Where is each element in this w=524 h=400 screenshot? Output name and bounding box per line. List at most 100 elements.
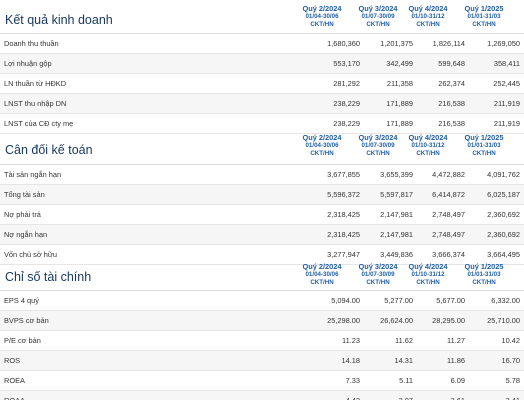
row-value: 2,318,425 [327, 230, 360, 239]
column-basis: CKT/HN [366, 150, 390, 157]
row-value: 2,748,497 [432, 210, 465, 219]
column-quarter: Quý 2/2024 [302, 4, 342, 13]
row-label: P/E cơ bản [4, 336, 41, 345]
section-header: Cân đối kế toán Quý 2/2024 01/04-30/06 C… [0, 133, 524, 165]
row-value: 171,889 [386, 99, 413, 108]
row-value: 599,648 [438, 59, 465, 68]
row-value: 16.70 [501, 356, 521, 365]
row-value: 238,229 [333, 119, 360, 128]
row-value: 171,889 [386, 119, 413, 128]
row-value: 1,826,114 [432, 39, 465, 48]
column-quarter: Quý 3/2024 [358, 4, 398, 13]
row-value: 3,666,374 [432, 250, 465, 259]
row-value: 1,680,360 [327, 39, 360, 48]
column-range: 01/07-30/09 [361, 13, 395, 20]
row-value: 3.07 [343, 391, 413, 400]
table-row: LNST của CĐ cty mẹ 238,229 171,889 216,5… [0, 114, 524, 134]
row-value: 5.78 [505, 376, 520, 385]
row-value: 2,360,692 [487, 210, 520, 219]
row-label: Lợi nhuận gộp [4, 59, 52, 68]
table-row: BVPS cơ bản 25,298.00 26,624.00 28,295.0… [0, 311, 524, 331]
row-value: 11.27 [447, 336, 465, 345]
row-value: 3,277,947 [327, 250, 360, 259]
row-label: ROS [4, 356, 21, 365]
column-quarter: Quý 1/2025 [464, 262, 504, 271]
column-basis: CKT/HN [310, 279, 334, 286]
row-label: ROEA [4, 376, 25, 385]
row-label: Doanh thu thuần [4, 39, 59, 48]
column-header-q2-2024: Quý 2/2024 01/04-30/06 CKT/HN [286, 4, 358, 29]
row-value: 11.23 [342, 336, 360, 345]
row-value: 28,295.00 [432, 316, 465, 325]
table-row: Nợ ngắn hạn 2,318,425 2,147,981 2,748,49… [0, 225, 524, 245]
row-value: 7.33 [345, 376, 360, 385]
row-value: 252,445 [493, 79, 520, 88]
row-value: 216,538 [438, 99, 465, 108]
table-row: Tổng tài sản 5,596,372 5,597,817 6,414,8… [0, 185, 524, 205]
row-label: Tổng tài sản [4, 190, 45, 199]
column-basis: CKT/HN [366, 21, 390, 28]
row-label: LNST thu nhập DN [4, 99, 67, 108]
row-value: 10.42 [501, 336, 521, 345]
section-balance-sheet: Cân đối kế toán Quý 2/2024 01/04-30/06 C… [0, 133, 524, 265]
column-header-q4-2024: Quý 4/2024 01/10-31/12 CKT/HN [392, 4, 464, 29]
column-header-q2-2024: Quý 2/2024 01/04-30/06 CKT/HN [286, 262, 358, 287]
row-value: 553,170 [333, 59, 360, 68]
table-row: ROEA 7.33 5.11 6.09 5.78 [0, 371, 524, 391]
table-row: Lợi nhuận gộp 553,170 342,499 599,648 35… [0, 54, 524, 74]
column-header-q3-2024: Quý 3/2024 01/07-30/09 CKT/HN [342, 4, 414, 29]
section-header: Chỉ số tài chính Quý 2/2024 01/04-30/06 … [0, 262, 524, 291]
column-range: 01/07-30/09 [361, 271, 395, 278]
column-quarter: Quý 3/2024 [358, 262, 398, 271]
column-basis: CKT/HN [310, 21, 334, 28]
section-header: Kết quả kinh doanh Quý 2/2024 01/04-30/0… [0, 4, 524, 34]
section-title: Cân đối kế toán [5, 143, 93, 157]
row-label: Nợ ngắn hạn [4, 230, 48, 239]
row-value: 4,091,762 [487, 170, 520, 179]
column-basis: CKT/HN [472, 279, 496, 286]
row-value: 4.42 [290, 391, 360, 400]
column-header-q3-2024: Quý 3/2024 01/07-30/09 CKT/HN [342, 133, 414, 158]
row-value: 6,414,872 [432, 190, 465, 199]
column-quarter: Quý 4/2024 [408, 133, 448, 142]
row-label: Nợ phải trả [4, 210, 41, 219]
row-value: 5.11 [399, 376, 413, 385]
row-value: 3,677,855 [327, 170, 360, 179]
row-value: 342,499 [386, 59, 413, 68]
column-basis: CKT/HN [310, 150, 334, 157]
row-label: Vốn chủ sở hữu [4, 250, 57, 259]
row-label: LNST của CĐ cty mẹ [4, 119, 74, 128]
row-value: 3.41 [450, 391, 520, 400]
column-basis: CKT/HN [416, 279, 440, 286]
column-range: 01/04-30/06 [305, 142, 339, 149]
row-value: 5,597,817 [380, 190, 413, 199]
row-value: 262,374 [438, 79, 465, 88]
row-value: 2,360,692 [487, 230, 520, 239]
section-income-statement: Kết quả kinh doanh Quý 2/2024 01/04-30/0… [0, 4, 524, 134]
column-quarter: Quý 1/2025 [464, 4, 504, 13]
column-header-q3-2024: Quý 3/2024 01/07-30/09 CKT/HN [342, 262, 414, 287]
column-header-q1-2025: Quý 1/2025 01/01-31/03 CKT/HN [448, 133, 520, 158]
row-value: 4,472,882 [432, 170, 465, 179]
column-range: 01/04-30/06 [305, 13, 339, 20]
column-quarter: Quý 4/2024 [408, 4, 448, 13]
row-value: 2,147,981 [380, 230, 413, 239]
column-basis: CKT/HN [472, 150, 496, 157]
column-range: 01/01-31/03 [467, 13, 501, 20]
column-range: 01/07-30/09 [361, 142, 395, 149]
section-title: Kết quả kinh doanh [5, 13, 113, 27]
table-row: Doanh thu thuần 1,680,360 1,201,375 1,82… [0, 34, 524, 54]
column-basis: CKT/HN [472, 21, 496, 28]
column-range: 01/01-31/03 [467, 142, 501, 149]
row-value: 3,664,495 [487, 250, 520, 259]
column-range: 01/04-30/06 [305, 271, 339, 278]
section-financial-ratios: Chỉ số tài chính Quý 2/2024 01/04-30/06 … [0, 262, 524, 400]
column-basis: CKT/HN [416, 150, 440, 157]
row-value: 216,538 [438, 119, 465, 128]
row-value: 211,919 [493, 99, 520, 108]
row-value: 358,411 [493, 59, 520, 68]
row-value: 5,277.00 [384, 296, 413, 305]
column-quarter: Quý 1/2025 [464, 133, 504, 142]
row-value: 211,358 [386, 79, 413, 88]
